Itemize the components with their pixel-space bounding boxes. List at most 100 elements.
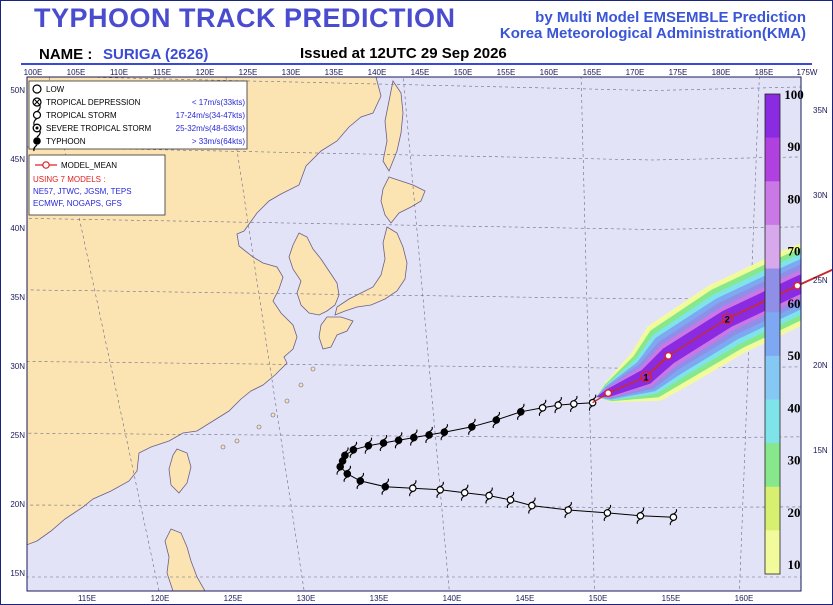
track-point xyxy=(356,472,365,490)
track-point xyxy=(343,465,352,482)
top-lon-label: 140E xyxy=(368,68,387,77)
top-lon-label: 145E xyxy=(411,68,430,77)
observed-track xyxy=(336,394,678,526)
right-lat-label: 35N xyxy=(813,106,828,115)
forecast-point: 2 xyxy=(721,313,733,325)
top-lon-label: 160E xyxy=(540,68,559,77)
legend-low-label: LOW xyxy=(46,85,65,94)
colorbar-swatch xyxy=(765,181,780,226)
left-lat-label: 25N xyxy=(10,431,25,440)
colorbar-label: 40 xyxy=(788,400,801,415)
colorbar-swatch xyxy=(765,268,780,313)
colorbar-swatch xyxy=(765,224,780,269)
ryukyu-islands xyxy=(220,366,316,450)
legend-td-label: TROPICAL DEPRESSION xyxy=(46,98,141,107)
top-lon-label: 175W xyxy=(797,68,818,77)
top-lon-label: 165E xyxy=(583,68,602,77)
top-lon-label: 155E xyxy=(497,68,516,77)
track-point xyxy=(364,437,373,454)
bottom-lon-label: 115E xyxy=(78,594,96,603)
kyushu-island xyxy=(318,316,354,350)
track-point xyxy=(669,509,678,526)
taiwan-island xyxy=(168,448,192,494)
agency-credit: Korea Meteorological Administration(KMA) xyxy=(499,25,806,42)
tropical-storm-icon xyxy=(32,104,42,126)
axis-labels: 100E 105E 110E 115E 120E 125E 130E 135E 140E 145E… xyxy=(10,68,828,603)
track-point xyxy=(516,403,525,420)
colorbar-label: 100 xyxy=(784,87,804,102)
legend-typhoon-label: TYPHOON xyxy=(46,137,86,146)
top-lon-label: 110E xyxy=(110,68,128,77)
top-lon-label: 130E xyxy=(282,68,301,77)
left-lat-label: 35N xyxy=(10,293,25,302)
intensity-legend: LOW TROPICAL DEPRESSION < 17m/s(33kts) T… xyxy=(28,80,248,152)
track-point xyxy=(425,426,433,444)
legend-ts-range: 17-24m/s(34-47kts) xyxy=(176,111,246,120)
colorbar-swatch xyxy=(765,399,780,444)
top-lon-label: 185E xyxy=(755,68,774,77)
colorbar-label: 60 xyxy=(788,296,801,311)
top-lon-label: 150E xyxy=(454,68,473,77)
track-point xyxy=(381,478,390,495)
source-credit: by Multi Model EMSEMBLE Prediction Korea… xyxy=(500,10,806,42)
right-lat-label: 25N xyxy=(813,276,828,285)
colorbar-label: 30 xyxy=(788,453,801,468)
right-lat-label: 15N xyxy=(813,446,828,455)
legend-typhoon-range: > 33m/s(64kts) xyxy=(192,137,245,146)
page-title: TYPHOON TRACK PREDICTION xyxy=(34,3,456,33)
forecast-day-label: 2 xyxy=(725,314,730,324)
left-lat-label: 40N xyxy=(10,224,25,233)
colorbar-swatch xyxy=(765,355,780,400)
bottom-lon-label: 125E xyxy=(224,594,243,603)
forecast-track: 123 xyxy=(592,268,832,404)
colorbar-swatch xyxy=(765,137,780,182)
low-icon xyxy=(32,84,42,94)
top-lon-label: 170E xyxy=(626,68,645,77)
track-point xyxy=(554,396,563,414)
meridian-line xyxy=(579,77,596,591)
severe-tropical-storm-icon xyxy=(32,123,42,133)
track-point xyxy=(341,447,349,464)
left-lat-label: 30N xyxy=(10,362,25,371)
legend-sts-range: 25-32m/s(48-63kts) xyxy=(176,124,246,133)
meridian-line xyxy=(217,77,309,591)
top-lon-label: 105E xyxy=(67,68,86,77)
colorbar-frame xyxy=(764,93,781,575)
probability-colorbar: 100 90 80 70 60 50 40 30 20 10 xyxy=(764,87,804,575)
track-point xyxy=(440,424,449,441)
colorbar-swatch xyxy=(765,94,780,139)
track-point xyxy=(569,395,578,413)
bottom-lon-label: 150E xyxy=(589,594,608,603)
top-lon-label: 125E xyxy=(239,68,258,77)
forecast-point xyxy=(604,389,612,397)
top-lon-label: 120E xyxy=(196,68,215,77)
track-point xyxy=(506,491,515,509)
ensemble-credit: by Multi Model EMSEMBLE Prediction xyxy=(535,9,806,26)
forecast-point xyxy=(793,281,802,290)
track-point xyxy=(528,497,536,514)
header-divider xyxy=(21,63,812,65)
bottom-lon-label: 160E xyxy=(735,594,754,603)
track-point xyxy=(394,432,403,449)
left-lat-label: 45N xyxy=(10,155,25,164)
bottom-lon-label: 135E xyxy=(370,594,389,603)
parallel-line xyxy=(27,77,801,91)
typhoon-name-label: NAME : xyxy=(39,46,93,63)
forecast-day-label: 1 xyxy=(644,372,649,382)
model-mean-label: MODEL_MEAN xyxy=(61,161,117,170)
luzon-island xyxy=(164,528,206,591)
top-lon-label: 115E xyxy=(153,68,171,77)
hokkaido-island xyxy=(380,176,426,224)
typhoon-name: SURIGA (2626) xyxy=(103,46,209,63)
right-lat-label: 30N xyxy=(813,191,828,200)
track-point xyxy=(538,399,547,416)
model-mean-icon xyxy=(35,161,57,169)
models-count-label: USING 7 MODELS : xyxy=(33,175,105,184)
model-legend: MODEL_MEAN USING 7 MODELS : NE57, JTWC, … xyxy=(28,154,166,216)
right-lat-label: 20N xyxy=(813,361,828,370)
track-point xyxy=(460,484,469,501)
colorbar-label: 80 xyxy=(788,191,801,206)
colorbar-swatch xyxy=(765,312,780,357)
